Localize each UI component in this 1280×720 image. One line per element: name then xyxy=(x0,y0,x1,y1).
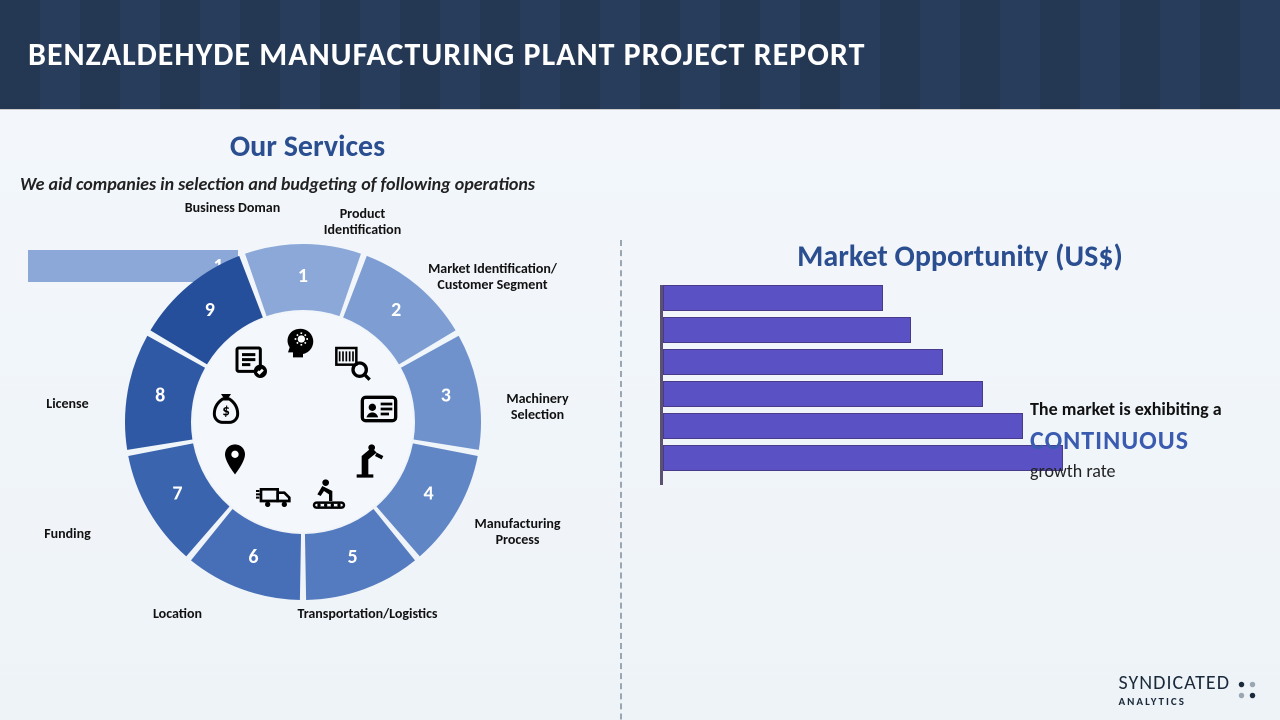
services-title: Our Services xyxy=(20,128,595,165)
wheel-label-1: Business Doman xyxy=(183,200,283,216)
wheel-number-9: 9 xyxy=(204,298,214,322)
money-bag-icon: $ xyxy=(206,389,246,429)
feature-label: Market Snapshot xyxy=(660,705,853,720)
wheel-label-3: Market Identification/ Customer Segment xyxy=(423,261,563,293)
market-bar-chart xyxy=(660,285,1090,485)
page-title: BENZALDEHYDE MANUFACTURING PLANT PROJECT… xyxy=(28,35,865,74)
growth-text: The market is exhibiting a CONTINUOUS gr… xyxy=(1030,398,1280,482)
market-bar-1 xyxy=(663,285,883,311)
services-panel: Our Services We aid companies in selecti… xyxy=(0,110,615,720)
wheel-label-6: Transportation/Logistics xyxy=(278,606,458,622)
wheel-number-2: 2 xyxy=(391,298,401,322)
market-bar-4 xyxy=(663,381,983,407)
brand-logo: SYNDICATED ANALYTICS xyxy=(1119,671,1258,708)
truck-fast-icon xyxy=(256,476,296,516)
robot-arm-icon xyxy=(350,441,390,481)
wheel-label-9: License xyxy=(28,396,108,412)
logo-line-1: SYNDICATED xyxy=(1119,671,1230,695)
growth-keyword: CONTINUOUS xyxy=(1030,424,1280,456)
market-bar-3 xyxy=(663,349,943,375)
feature-pill-2: Manufacturing Process xyxy=(863,705,1056,720)
wheel-label-2: Product Identification xyxy=(303,206,423,238)
feature-pill-1: Market Snapshot xyxy=(660,705,853,720)
wheel-label-7: Location xyxy=(128,606,228,622)
feature-label: Manufacturing Process xyxy=(863,705,1056,720)
wheel-svg: 1 2 3 4 5 6 7 8 9 xyxy=(123,242,483,602)
idea-head-icon xyxy=(283,324,323,364)
wheel-label-8: Funding xyxy=(28,526,108,542)
wheel-number-3: 3 xyxy=(440,384,450,408)
svg-text:$: $ xyxy=(222,403,230,421)
services-subtitle: We aid companies in selection and budget… xyxy=(20,173,595,196)
conveyor-worker-icon xyxy=(309,476,349,516)
growth-line-1: The market is exhibiting a xyxy=(1030,398,1280,420)
wheel-label-4: Machinery Selection xyxy=(488,391,588,423)
wheel-number-7: 7 xyxy=(172,482,182,506)
wheel-number-5: 5 xyxy=(347,545,357,569)
barcode-search-icon xyxy=(333,343,373,383)
wheel-number-6: 6 xyxy=(248,545,258,569)
wheel-number-1: 1 xyxy=(297,264,307,288)
logo-line-2: ANALYTICS xyxy=(1119,695,1230,708)
certificate-check-icon xyxy=(232,343,272,383)
id-card-icon xyxy=(359,389,399,429)
wheel-label-5: Manufacturing Process xyxy=(458,516,578,548)
market-bar-6 xyxy=(663,445,1063,471)
market-bar-2 xyxy=(663,317,911,343)
market-bar-5 xyxy=(663,413,1023,439)
map-pin-icon xyxy=(215,441,255,481)
market-panel: Market Opportunity (US$) The market is e… xyxy=(640,220,1280,720)
services-wheel: 1 123456789 Business Doman Product Ident… xyxy=(28,206,588,636)
market-title: Market Opportunity (US$) xyxy=(660,238,1260,275)
logo-mark-icon xyxy=(1236,679,1258,701)
header-banner: BENZALDEHYDE MANUFACTURING PLANT PROJECT… xyxy=(0,0,1280,110)
content-area: Our Services We aid companies in selecti… xyxy=(0,110,1280,720)
growth-line-3: growth rate xyxy=(1030,460,1280,482)
wheel-number-4: 4 xyxy=(423,482,433,506)
wheel-number-8: 8 xyxy=(155,384,165,408)
column-divider xyxy=(620,240,622,720)
